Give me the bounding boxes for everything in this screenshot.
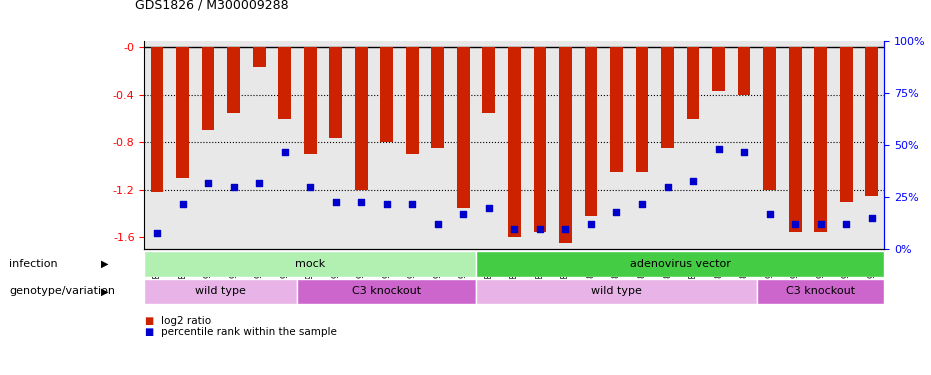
Point [762,211,777,217]
Point [405,201,420,207]
Point [251,180,266,186]
Text: infection: infection [9,259,58,269]
Point [736,148,751,154]
Bar [482,47,495,112]
Text: C3 knockout: C3 knockout [786,286,856,296]
Bar [789,47,802,231]
Bar [687,47,699,118]
Text: ▶: ▶ [101,259,108,269]
Point [839,221,854,227]
Point [635,201,650,207]
Bar [176,47,189,178]
Bar [431,47,444,148]
Point [430,221,445,227]
Bar [757,279,884,304]
Bar [712,47,725,91]
Point [506,226,521,232]
Bar [840,47,853,202]
Point [379,201,394,207]
Text: ■: ■ [144,327,154,337]
Point [788,221,803,227]
Bar [253,47,265,68]
Point [685,178,700,184]
Bar [355,47,368,190]
Point [277,148,292,154]
Text: C3 knockout: C3 knockout [352,286,422,296]
Text: wild type: wild type [196,286,247,296]
Text: genotype/variation: genotype/variation [9,286,115,296]
Point [533,226,547,232]
Point [813,221,828,227]
Bar [865,47,878,196]
Point [303,184,317,190]
Bar [585,47,598,216]
Point [201,180,216,186]
Text: mock: mock [295,259,325,269]
Bar [457,47,470,208]
Bar [661,47,674,148]
Bar [476,251,884,277]
Bar [636,47,648,172]
Point [660,184,675,190]
Bar [763,47,776,190]
Bar [151,47,164,192]
Text: GDS1826 / M300009288: GDS1826 / M300009288 [135,0,289,11]
Bar [406,47,419,154]
Text: percentile rank within the sample: percentile rank within the sample [161,327,337,337]
Bar [508,47,520,237]
Point [481,205,496,211]
Point [354,198,369,204]
Text: adenovirus vector: adenovirus vector [630,259,731,269]
Text: wild type: wild type [591,286,641,296]
Bar [297,279,476,304]
Bar [610,47,623,172]
Text: ■: ■ [144,316,154,326]
Bar [278,47,291,118]
Bar [533,47,546,231]
Bar [304,47,317,154]
Point [558,226,573,232]
Bar [815,47,827,231]
Point [150,230,165,236]
Bar [559,47,572,243]
Bar [330,47,342,138]
Text: log2 ratio: log2 ratio [161,316,211,326]
Bar [737,47,750,95]
Bar [144,279,297,304]
Point [864,215,879,221]
Point [609,209,624,215]
Point [175,201,190,207]
Bar [227,47,240,112]
Point [584,221,599,227]
Bar [202,47,214,130]
Bar [476,279,757,304]
Point [329,198,344,204]
Text: ▶: ▶ [101,286,108,296]
Bar [144,251,476,277]
Point [711,147,726,153]
Bar [381,47,393,142]
Point [226,184,241,190]
Point [456,211,471,217]
